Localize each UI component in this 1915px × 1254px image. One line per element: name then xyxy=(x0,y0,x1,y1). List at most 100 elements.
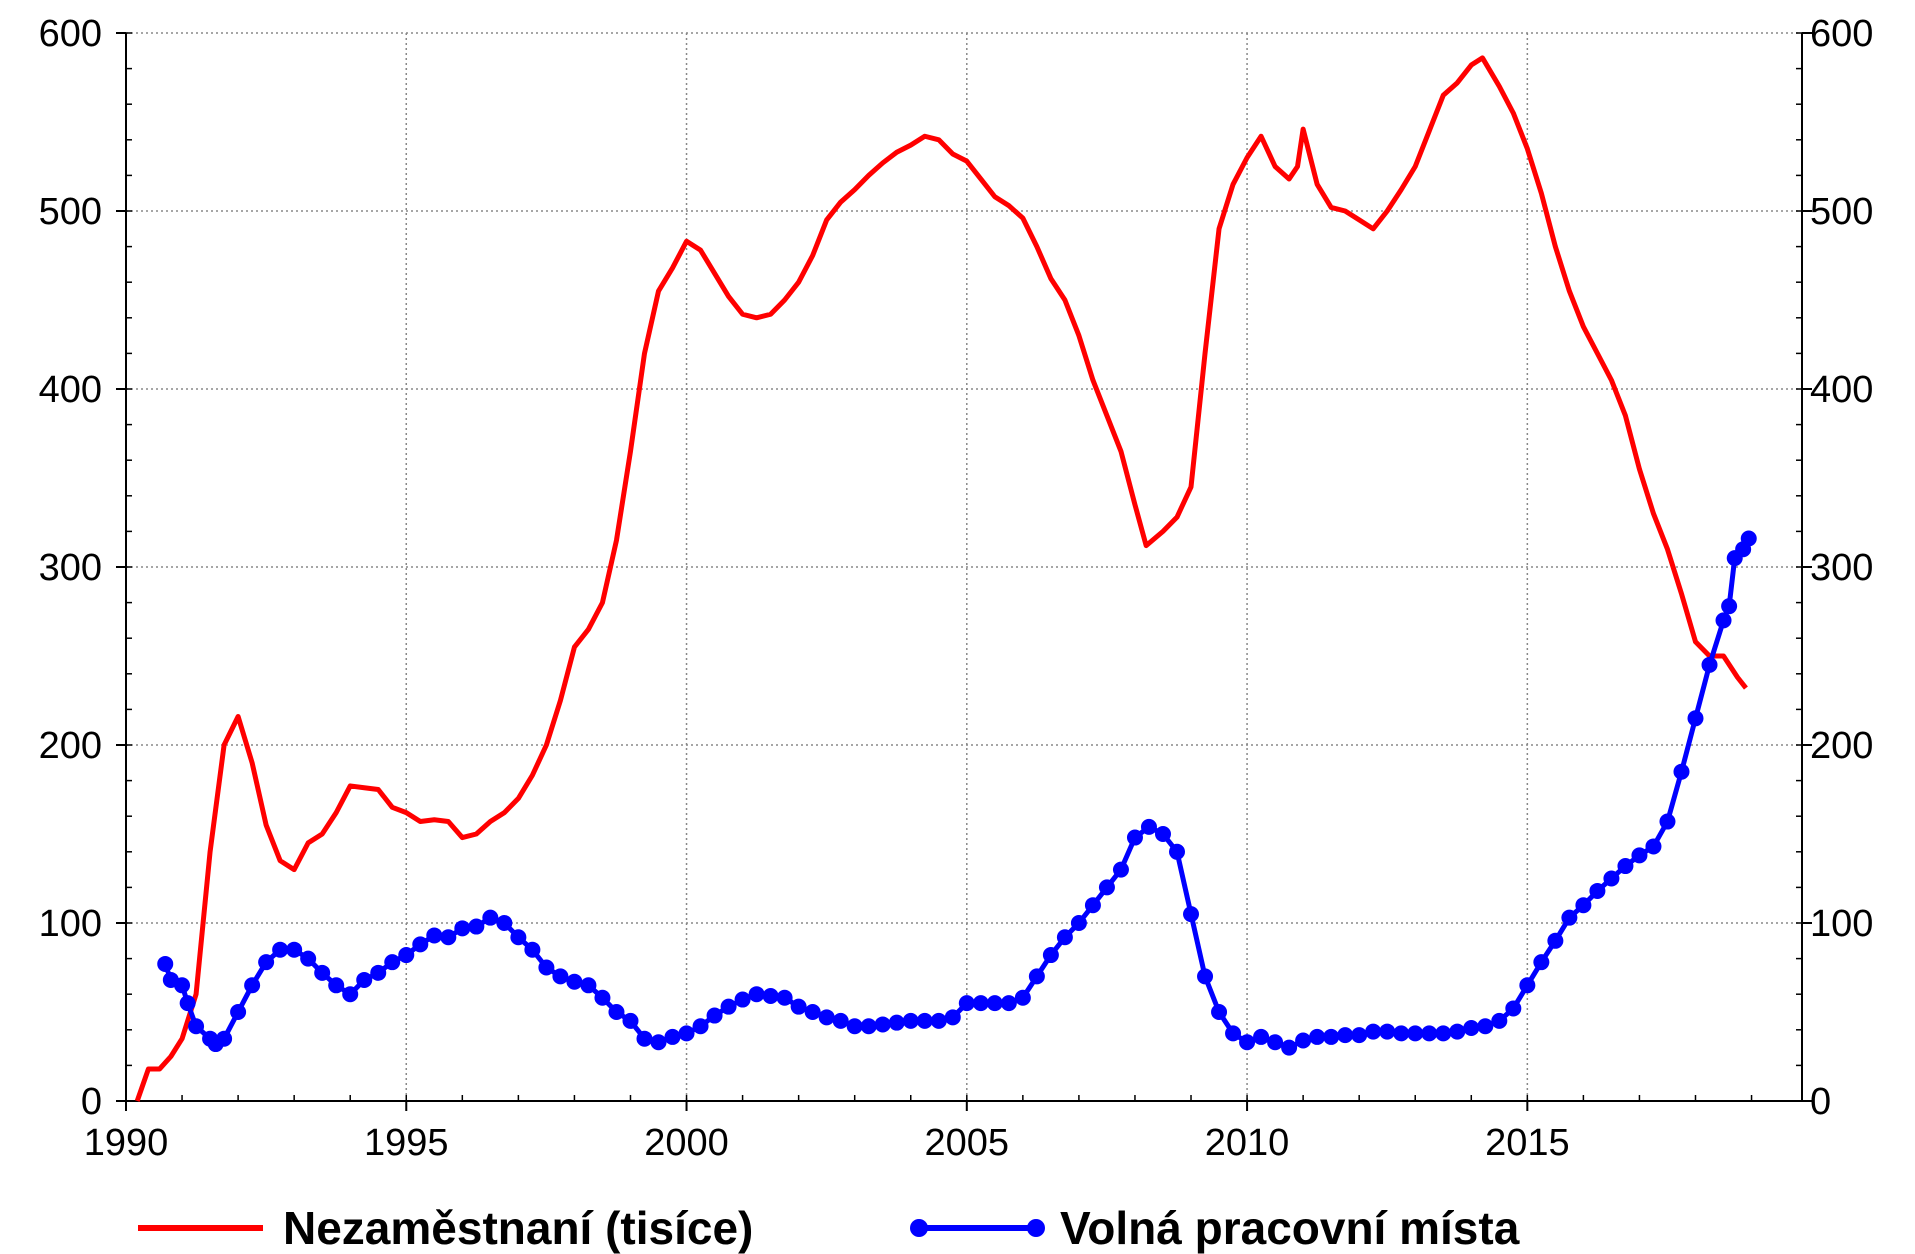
series-marker xyxy=(1617,858,1634,875)
legend-marker xyxy=(1027,1219,1045,1237)
series-marker xyxy=(286,941,303,958)
series-marker xyxy=(1575,897,1592,914)
series-marker xyxy=(958,995,975,1012)
series-marker xyxy=(230,1004,247,1020)
series-marker xyxy=(650,1034,667,1051)
x-tick-label: 2005 xyxy=(925,1122,1010,1164)
series-marker xyxy=(762,987,779,1004)
series-marker xyxy=(944,1009,961,1026)
series-marker xyxy=(1393,1025,1410,1042)
series-marker xyxy=(1197,968,1214,985)
series-marker xyxy=(1435,1025,1452,1042)
series-marker xyxy=(1519,977,1536,994)
legend-marker xyxy=(910,1219,928,1237)
series-marker xyxy=(538,959,555,976)
series-marker xyxy=(1407,1025,1424,1042)
series-marker xyxy=(1295,1032,1312,1049)
series-marker xyxy=(1028,968,1045,985)
series-marker xyxy=(482,909,499,926)
series-marker xyxy=(734,991,751,1008)
x-tick-label: 1995 xyxy=(364,1122,449,1164)
series-marker xyxy=(1351,1027,1368,1044)
series-marker xyxy=(342,986,359,1003)
series-marker xyxy=(412,936,429,953)
series-marker xyxy=(860,1018,877,1035)
series-marker xyxy=(832,1012,849,1029)
x-tick-label: 2000 xyxy=(644,1122,729,1164)
series-marker xyxy=(916,1012,933,1029)
series-marker xyxy=(972,995,989,1012)
series-marker xyxy=(524,941,541,958)
series-marker xyxy=(1267,1034,1284,1051)
series-marker xyxy=(1477,1018,1494,1035)
series-marker xyxy=(888,1014,905,1031)
series-marker xyxy=(1140,818,1157,835)
series-marker xyxy=(930,1012,947,1029)
series-marker xyxy=(678,1025,695,1042)
series-marker xyxy=(818,1009,835,1026)
series-marker xyxy=(692,1018,709,1035)
series-marker xyxy=(748,986,765,1003)
series-marker xyxy=(1659,813,1676,830)
y-tick-label: 0 xyxy=(81,1081,102,1123)
series-marker xyxy=(179,995,196,1012)
series-marker xyxy=(874,1016,891,1033)
series-marker xyxy=(804,1004,821,1020)
series-marker xyxy=(1491,1012,1508,1029)
series-marker xyxy=(1701,656,1718,673)
series-marker xyxy=(510,929,527,946)
series-marker xyxy=(1740,530,1757,547)
series-marker xyxy=(1281,1039,1298,1056)
legend-label: Volná pracovní místa xyxy=(1060,1202,1520,1254)
series-marker xyxy=(1084,897,1101,914)
series-marker xyxy=(594,989,611,1006)
series-marker xyxy=(720,998,737,1015)
series-marker xyxy=(1154,826,1171,842)
y2-tick-label: 400 xyxy=(1810,369,1873,411)
series-marker xyxy=(1603,870,1620,887)
y2-tick-label: 200 xyxy=(1810,725,1873,767)
series-marker xyxy=(1225,1025,1242,1042)
series-marker xyxy=(398,947,415,964)
series-marker xyxy=(790,998,807,1015)
y2-tick-label: 0 xyxy=(1810,1081,1831,1123)
series-marker xyxy=(664,1028,681,1045)
series-marker xyxy=(384,954,401,971)
series-marker xyxy=(272,941,289,958)
series-marker xyxy=(1687,710,1704,727)
series-marker xyxy=(636,1030,653,1047)
series-marker xyxy=(440,929,457,946)
series-marker xyxy=(552,968,569,985)
series-marker xyxy=(174,977,191,994)
series-marker xyxy=(1169,843,1186,860)
series-marker xyxy=(244,977,261,994)
y2-tick-label: 500 xyxy=(1810,191,1873,233)
series-marker xyxy=(1337,1027,1354,1044)
series-marker xyxy=(1183,906,1200,923)
x-tick-label: 2010 xyxy=(1205,1122,1290,1164)
y-tick-label: 100 xyxy=(39,903,102,945)
series-marker xyxy=(468,918,485,935)
series-marker xyxy=(188,1018,205,1035)
series-marker xyxy=(1673,763,1690,780)
series-marker xyxy=(426,927,443,944)
y-tick-label: 600 xyxy=(39,13,102,55)
x-tick-label: 1990 xyxy=(84,1122,169,1164)
series-marker xyxy=(370,964,387,981)
series-marker xyxy=(846,1018,863,1035)
series-marker xyxy=(300,950,317,967)
series-marker xyxy=(1715,612,1732,629)
series-marker xyxy=(1631,847,1648,864)
series-marker xyxy=(1505,1000,1522,1017)
series-marker xyxy=(1070,915,1087,931)
series-marker xyxy=(1042,947,1059,964)
series-marker xyxy=(454,920,471,937)
series-marker xyxy=(328,977,345,994)
series-marker xyxy=(608,1004,625,1020)
series-marker xyxy=(1463,1020,1480,1037)
y2-tick-label: 100 xyxy=(1810,903,1873,945)
x-tick-label: 2015 xyxy=(1485,1122,1570,1164)
series-line xyxy=(162,537,1751,1051)
